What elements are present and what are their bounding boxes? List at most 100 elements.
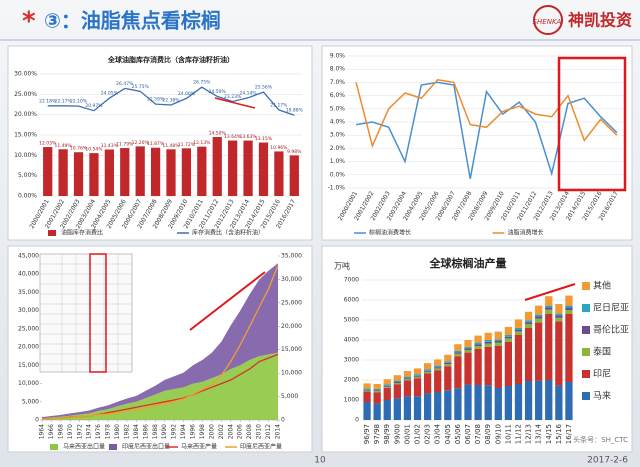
x-tick-label: 14/15: [545, 424, 553, 444]
data-label: 26.75%: [193, 80, 211, 86]
y-tick-label: 10,000: [18, 380, 39, 387]
bar-segment: [464, 352, 472, 385]
x-tick-label: 1976: [95, 424, 102, 439]
x-tick-label: 2012: [265, 424, 272, 439]
data-label: 12.13%: [193, 140, 211, 146]
bar-segment: [444, 364, 452, 367]
bar-segment: [514, 331, 523, 335]
line: [47, 86, 295, 116]
arrow: [189, 271, 266, 331]
bar-segment: [484, 340, 492, 342]
bar-segment: [393, 398, 401, 420]
y-tick-label: 20,000: [18, 344, 39, 351]
arrow: [214, 97, 256, 109]
bar-segment: [393, 384, 401, 399]
bar-segment: [454, 388, 462, 420]
y2-tick-label: 0: [281, 417, 285, 424]
data-label: 13.15%: [255, 136, 273, 142]
y-tick-label: 15,000: [18, 362, 39, 369]
y-tick-label: -1.0%: [328, 185, 346, 192]
legend-label: 马来西亚出口量: [63, 443, 105, 451]
bar-segment: [454, 344, 462, 351]
bar-segment: [474, 335, 482, 343]
y-tick-label: 1.0%: [330, 158, 346, 165]
bar-segment: [413, 376, 422, 379]
bar-segment: [464, 346, 472, 349]
legend-label: 印度尼西亚产量: [240, 443, 282, 451]
legend-swatch: [582, 392, 590, 400]
data-label: 24.50%: [209, 89, 227, 95]
bar: [135, 146, 145, 196]
x-tick-label: 1978: [105, 424, 112, 439]
bar-segment: [444, 362, 452, 365]
legend-label: 油脂库存消费比: [61, 229, 103, 237]
bar-segment: [393, 383, 401, 385]
legend-swatch: [582, 370, 590, 378]
bar-segment: [423, 393, 432, 420]
bar-segment: [434, 365, 442, 368]
x-tick-label: 2008: [246, 424, 253, 439]
bar-segment: [474, 342, 482, 345]
bar: [228, 140, 238, 196]
bar-segment: [403, 371, 412, 377]
x-tick-label: 1994: [180, 424, 187, 439]
bar-segment: [363, 388, 371, 390]
data-label: 24.14%: [239, 90, 257, 96]
bar: [104, 149, 114, 196]
y-tick-label: 45,000: [18, 253, 39, 260]
bar-segment: [504, 335, 513, 337]
x-tick-label: 1988: [152, 424, 159, 439]
x-tick-label: 1972: [76, 424, 83, 439]
bar-segment: [373, 403, 381, 420]
x-tick-label: 09/10: [494, 424, 502, 444]
bar-segment: [504, 342, 513, 386]
data-label: 11.79%: [116, 142, 134, 148]
x-tick-label: 1964: [39, 424, 46, 439]
bar-segment: [524, 324, 533, 328]
y-tick-label: 30,000: [18, 307, 39, 314]
bar-segment: [373, 389, 381, 391]
bar-segment: [535, 314, 543, 317]
bar: [181, 148, 192, 196]
x-tick-label: 11/12: [514, 424, 522, 444]
y-tick-label: 9.0%: [330, 53, 346, 60]
y-tick-label: 2.0%: [330, 145, 346, 152]
y-tick-label: 3000: [344, 357, 359, 364]
y2-tick-label: 15,000: [281, 346, 302, 353]
y-tick-label: 6.0%: [330, 92, 346, 99]
data-label: 12.20%: [132, 140, 150, 146]
bar-segment: [454, 352, 462, 354]
data-label: 10.76%: [70, 146, 88, 152]
data-label: 11.43%: [101, 143, 119, 149]
y-tick-label: 6000: [344, 297, 359, 304]
bar-segment: [403, 380, 412, 397]
data-label: 11.87%: [147, 141, 165, 147]
bar-segment: [514, 319, 523, 328]
bar-segment: [383, 386, 391, 388]
legend-swatch: [582, 282, 590, 290]
data-label: 13.63%: [239, 134, 257, 140]
x-tick-label: 2002: [218, 424, 225, 439]
bar-segment: [545, 309, 553, 314]
area: [42, 263, 278, 419]
y2-tick-label: 30,000: [281, 276, 302, 283]
data-label: 21.17%: [270, 102, 288, 108]
bar-segment: [494, 388, 502, 420]
date: 2017-2-6: [587, 456, 628, 466]
inset-table-frame: [39, 253, 133, 373]
bar-segment: [535, 380, 543, 420]
bar-segment: [444, 361, 452, 363]
bar-segment: [413, 374, 422, 376]
bar-segment: [363, 383, 371, 389]
y-tick-label: 7.0%: [330, 79, 346, 86]
bar: [120, 148, 130, 196]
x-tick-label: 2006: [237, 424, 244, 439]
bar-segment: [383, 400, 391, 420]
bar-segment: [434, 392, 442, 420]
bar-segment: [565, 382, 573, 420]
bar-segment: [484, 343, 492, 347]
line: [355, 81, 618, 179]
bar-segment: [555, 313, 563, 316]
x-tick-label: 1982: [123, 424, 130, 439]
y-tick-label: 35,000: [18, 289, 39, 296]
